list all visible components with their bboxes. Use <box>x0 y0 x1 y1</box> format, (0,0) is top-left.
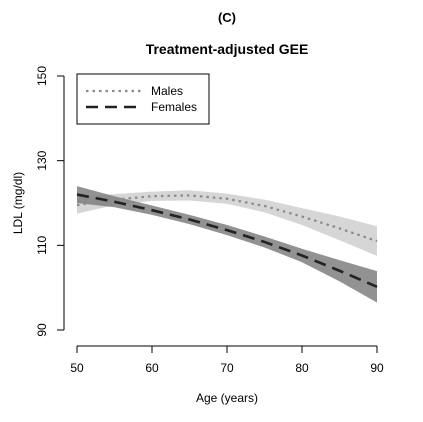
legend-label-1: Females <box>151 100 197 114</box>
x-ticks: 50 60 70 80 90 <box>70 346 384 375</box>
x-tick-label: 50 <box>70 361 84 375</box>
series-line-0 <box>76 194 378 243</box>
y-tick-label: 110 <box>35 235 49 254</box>
x-tick-label: 70 <box>220 361 234 375</box>
chart-title: Treatment-adjusted GEE <box>146 41 309 57</box>
x-tick-label: 80 <box>295 361 309 375</box>
y-tick-label: 150 <box>35 66 49 86</box>
legend: Males Females <box>76 73 210 125</box>
x-tick-label: 90 <box>370 361 384 375</box>
legend-box <box>76 73 210 125</box>
panel-label: (C) <box>218 10 236 25</box>
x-tick-label: 60 <box>145 361 159 375</box>
y-tick-label: 90 <box>35 323 49 337</box>
x-axis-title: Age (years) <box>196 391 258 405</box>
fit-lines <box>76 193 378 289</box>
legend-label-0: Males <box>151 84 183 98</box>
y-tick-label: 130 <box>35 150 49 170</box>
confidence-band-1 <box>77 186 377 303</box>
confidence-bands <box>77 186 377 303</box>
series-line-1 <box>76 193 378 289</box>
y-ticks: 90 110 130 150 <box>35 66 64 337</box>
y-axis-title: LDL (mg/dl) <box>11 172 25 234</box>
